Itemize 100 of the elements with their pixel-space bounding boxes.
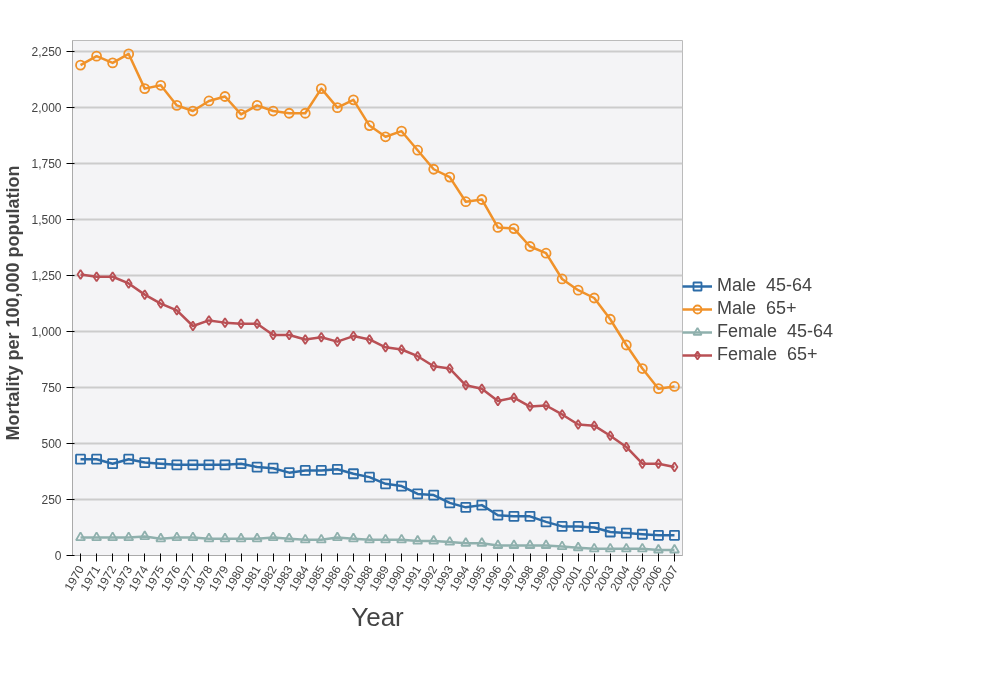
point (203, 95, 215, 107)
point (412, 488, 424, 500)
point (620, 527, 632, 539)
point (155, 79, 167, 91)
point (91, 453, 102, 465)
point (429, 360, 438, 372)
x-axis-title: Year (351, 602, 405, 633)
point (412, 144, 424, 156)
point (670, 461, 679, 473)
point (524, 539, 536, 549)
point (283, 532, 295, 543)
point (556, 520, 568, 532)
point (396, 480, 407, 492)
point (315, 83, 327, 95)
point (524, 241, 536, 252)
point (508, 539, 520, 549)
point (556, 540, 568, 551)
point (283, 467, 295, 479)
point (155, 458, 167, 470)
point (492, 539, 504, 549)
point (364, 120, 375, 131)
point (492, 509, 504, 521)
point (444, 497, 456, 509)
point (588, 542, 600, 553)
point (604, 542, 616, 553)
point (188, 320, 197, 332)
point (253, 318, 262, 330)
point (444, 171, 456, 183)
point (108, 271, 117, 283)
point (187, 531, 199, 542)
point (123, 453, 135, 465)
point (460, 196, 472, 208)
point (653, 543, 664, 554)
point (444, 535, 456, 546)
legend-label: Female 45-64 (717, 321, 834, 342)
legend-label: Male 45-64 (717, 275, 813, 296)
point (299, 533, 311, 544)
point (653, 529, 664, 541)
point (315, 465, 327, 476)
point (428, 534, 440, 545)
point (653, 383, 664, 395)
point (460, 501, 472, 513)
point (251, 461, 263, 473)
y-tick-label: 500 (41, 437, 62, 452)
point (219, 532, 231, 543)
point (572, 541, 584, 552)
point (76, 269, 85, 280)
legend-label: Female 65+ (717, 344, 818, 365)
point (156, 298, 165, 309)
point (542, 400, 550, 411)
point (139, 457, 151, 468)
y-tick-label: 2,000 (31, 101, 62, 116)
point (380, 131, 391, 143)
point (540, 516, 552, 528)
point (235, 109, 247, 120)
point (365, 334, 374, 345)
point (267, 462, 279, 474)
point (219, 91, 231, 102)
point (171, 100, 183, 111)
point (203, 459, 215, 471)
point (171, 531, 183, 542)
y-tick-label: 2,250 (31, 45, 62, 60)
point (556, 273, 568, 285)
point (75, 453, 86, 465)
point (638, 458, 647, 470)
y-tick-label: 1,250 (31, 269, 62, 284)
point (139, 83, 151, 95)
point (219, 459, 231, 471)
point (508, 510, 520, 522)
point (203, 532, 215, 543)
point (654, 458, 663, 470)
y-tick-label: 0 (54, 549, 62, 563)
point (172, 304, 181, 316)
point (606, 430, 615, 442)
y-tick-label: 250 (41, 493, 62, 508)
point (317, 331, 326, 343)
point (187, 105, 199, 117)
point (267, 105, 279, 117)
point (526, 401, 534, 412)
point (622, 441, 631, 453)
y-axis-title: Mortality per 100,000 population (3, 165, 24, 441)
point (251, 532, 263, 543)
point (477, 383, 486, 395)
point (493, 395, 502, 407)
point (139, 530, 151, 540)
point (396, 125, 407, 137)
point (540, 247, 552, 259)
point (235, 532, 247, 543)
point (588, 522, 600, 533)
point (476, 537, 488, 547)
point (412, 534, 424, 545)
point (572, 520, 584, 532)
point (460, 537, 472, 547)
point (123, 531, 135, 542)
point (333, 336, 342, 348)
point (107, 531, 119, 542)
point (636, 542, 648, 553)
point (107, 458, 119, 470)
point (91, 50, 102, 62)
point (397, 344, 406, 355)
